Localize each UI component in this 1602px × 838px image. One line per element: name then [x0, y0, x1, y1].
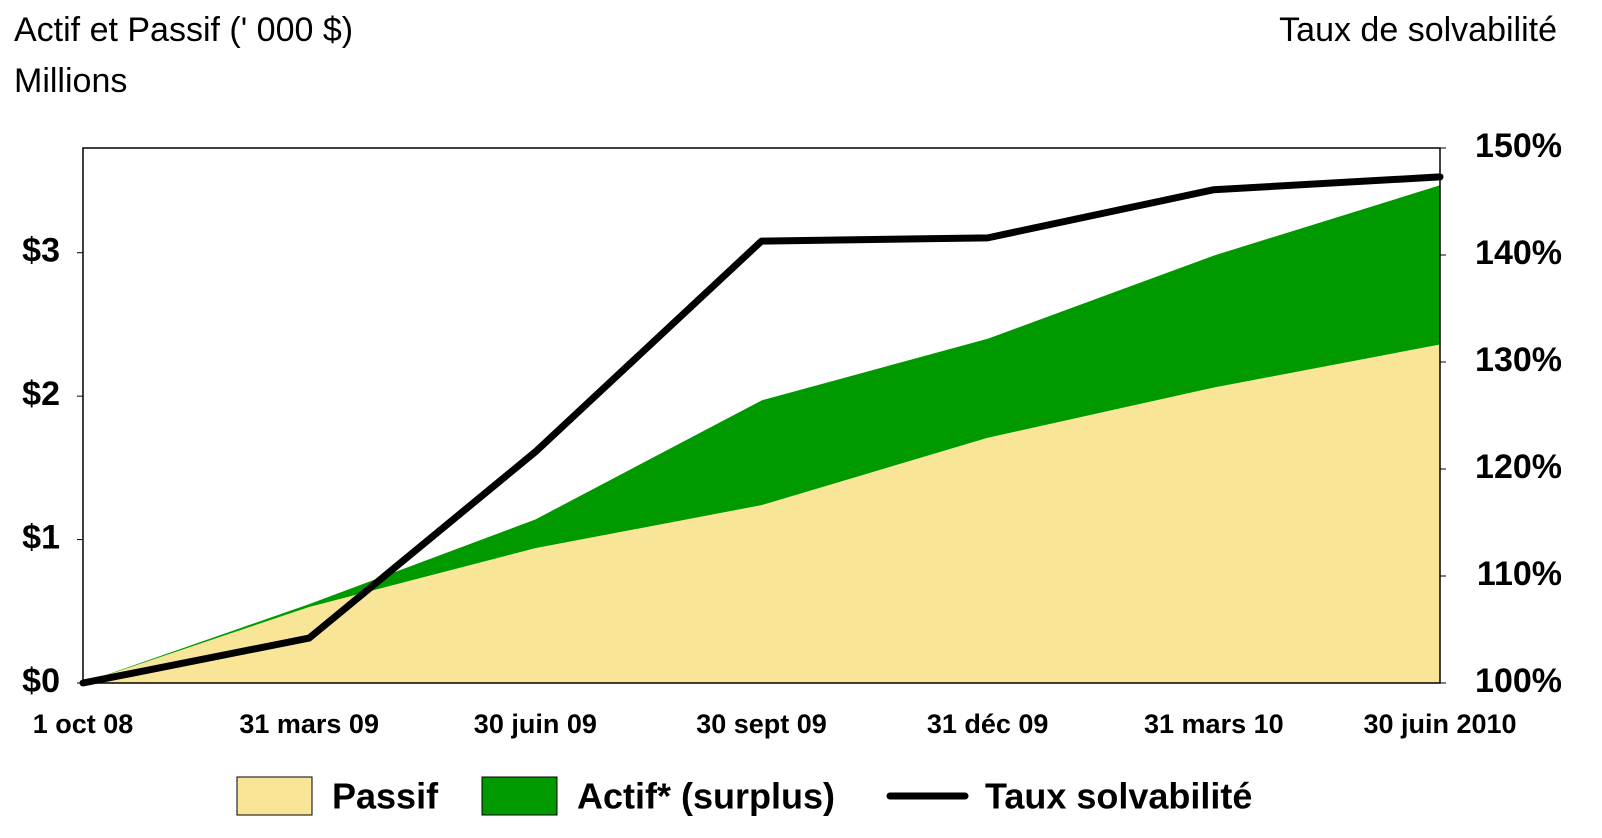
legend-swatch	[481, 776, 558, 816]
x-tick-label: 30 juin 2010	[1363, 709, 1516, 739]
y2-tick-label: 150%	[1475, 127, 1562, 165]
legend-label: Taux solvabilité	[985, 776, 1252, 817]
y-tick-label: $2	[22, 375, 60, 413]
y2-tick-label: 110%	[1477, 555, 1562, 593]
line	[79, 173, 1444, 687]
x-tick-label: 31 mars 10	[1144, 709, 1284, 739]
area	[83, 185, 1440, 683]
y-tick-label: $3	[22, 232, 60, 270]
y-tick-label: $0	[22, 662, 60, 700]
x-tick-label: 31 mars 09	[239, 709, 379, 739]
plot-frame	[82, 147, 1441, 684]
right-axis-title: Taux de solvabilité	[1279, 11, 1557, 49]
x-tick-label: 1 oct 08	[33, 709, 134, 739]
legend-label: Actif* (surplus)	[577, 776, 835, 817]
x-tick-label: 31 déc 09	[927, 709, 1049, 739]
left-axis-subtitle: Millions	[14, 62, 127, 100]
x-tick-label: 30 juin 09	[474, 709, 597, 739]
x-tick-label: 30 sept 09	[696, 709, 827, 739]
y2-tick-label: 130%	[1475, 341, 1562, 379]
area	[83, 344, 1440, 683]
y2-tick-label: 100%	[1475, 662, 1562, 700]
y-tick-label: $1	[22, 519, 60, 557]
legend-swatch	[236, 776, 313, 816]
left-axis-title: Actif et Passif (' 000 $)	[14, 11, 353, 49]
y2-tick-label: 140%	[1475, 234, 1562, 272]
legend-label: Passif	[332, 776, 439, 817]
y2-tick-label: 120%	[1475, 448, 1562, 486]
